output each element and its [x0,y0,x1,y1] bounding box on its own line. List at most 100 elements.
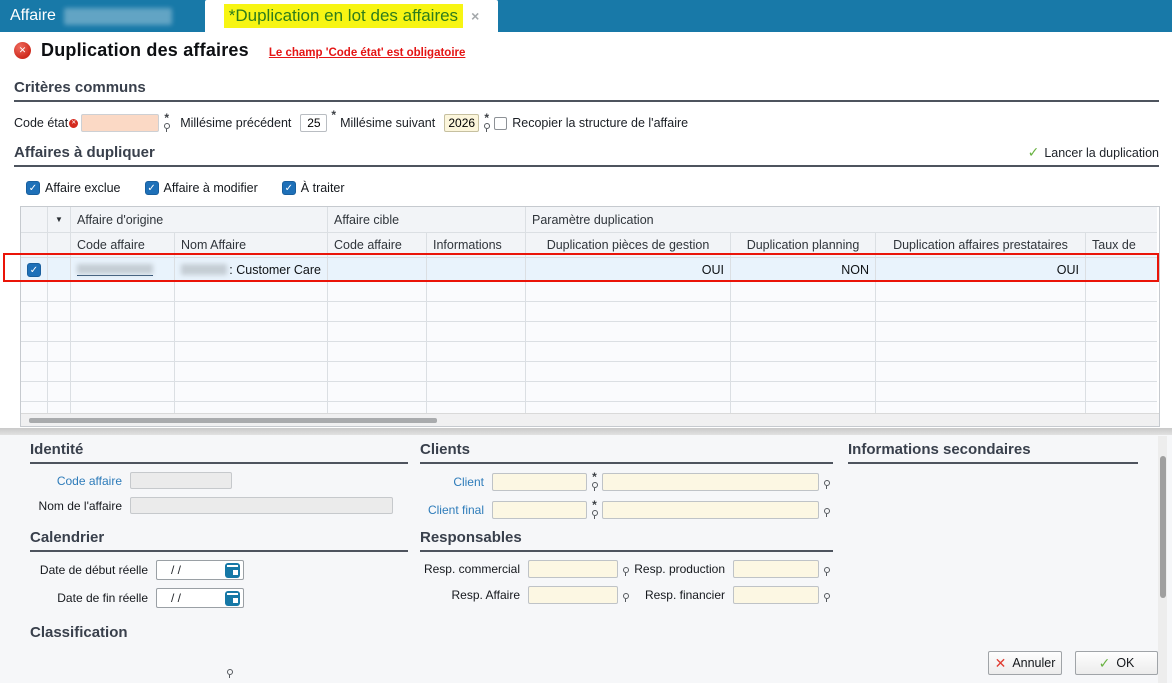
lookup-icon[interactable] [823,567,830,577]
row-select-cell[interactable]: ✓ [21,258,48,282]
empty-cell [21,402,48,413]
empty-cell [175,342,328,362]
section-identite: Identité Code affaire Nom de l'affaire [30,441,408,514]
checkbox-checked-icon[interactable]: ✓ [144,181,159,195]
code-affaire-input [130,472,232,489]
col-duplication-pieces[interactable]: Duplication pièces de gestion [526,233,731,258]
checkbox-checked-icon[interactable]: ✓ [27,262,41,277]
duplication-prestataires-cell: OUI [876,258,1086,282]
close-tab-icon[interactable]: × [471,8,480,24]
date-fin-input[interactable]: / / [156,588,244,608]
client-name-input[interactable] [602,473,819,491]
lookup-icon[interactable] [591,510,598,520]
resp-production-input[interactable] [733,560,819,578]
required-star: * [592,470,597,484]
redacted-code-affaire-link[interactable] [77,263,153,276]
table-empty-row [21,302,1159,322]
col-duplication-prestataires[interactable]: Duplication affaires prestataires [876,233,1086,258]
client-code-input[interactable] [492,473,587,491]
tab-duplication-active[interactable]: *Duplication en lot des affaires × [205,0,498,32]
lookup-icon[interactable] [823,508,830,518]
client-final-label[interactable]: Client final [427,503,484,517]
code-affaire-label[interactable]: Code affaire [56,473,122,488]
validation-error-link[interactable]: Le champ 'Code état' est obligatoire [268,46,466,59]
filter-affaire-exclue[interactable]: ✓ Affaire exclue [26,181,121,195]
empty-cell [876,362,1086,382]
lookup-icon[interactable] [823,593,830,603]
calendar-icon[interactable] [225,562,240,578]
client-final-name-input[interactable] [602,501,819,519]
empty-cell [526,322,731,342]
empty-cell [876,322,1086,342]
informations-cell [427,258,526,282]
empty-cell [427,362,526,382]
redacted-text [181,264,228,275]
horizontal-scrollbar[interactable] [21,413,1159,426]
table-row-selected[interactable]: ✓ : Customer Care OUI NON OUI [21,258,1159,282]
empty-cell [21,322,48,342]
empty-cell [427,382,526,402]
required-star: * [164,111,170,125]
filter-column-header[interactable]: ▼ [48,207,71,233]
client-label[interactable]: Client [453,475,484,489]
empty-cell [1086,282,1157,302]
empty-cell [71,322,175,342]
vertical-scrollbar[interactable] [1158,436,1167,683]
tab-affaire[interactable]: Affaire [0,0,205,32]
client-final-code-input[interactable] [492,501,587,519]
nom-affaire-cell: : Customer Care [175,258,328,282]
recopier-checkbox[interactable] [494,116,508,130]
calendar-icon[interactable] [225,590,240,606]
ok-button[interactable]: ✓ OK [1075,651,1158,675]
tab-bar: Affaire *Duplication en lot des affaires… [0,0,1172,32]
empty-cell [48,342,71,362]
lookup-icon[interactable] [483,123,491,133]
nom-affaire-input [130,497,393,514]
resp-financier-input[interactable] [733,586,819,604]
col-nom-affaire[interactable]: Nom Affaire [175,233,328,258]
section-classification: Classification [30,624,408,641]
responsables-row-1: Resp. commercial Resp. production [420,560,833,578]
nom-affaire-text: : Customer Care [229,262,321,277]
filter-affaire-a-modifier[interactable]: ✓ Affaire à modifier [144,181,258,195]
col-informations[interactable]: Informations [427,233,526,258]
checkbox-checked-icon[interactable]: ✓ [26,181,40,195]
col-code-affaire-origine[interactable]: Code affaire [71,233,175,258]
empty-cell [1086,342,1157,362]
ok-check-icon: ✓ [1098,654,1111,671]
lookup-icon[interactable] [226,669,233,679]
cancel-button[interactable]: ✕ Annuler [988,651,1062,675]
lookup-icon[interactable] [823,480,830,490]
vertical-scrollbar-thumb[interactable] [1159,456,1166,598]
lancer-duplication-link[interactable]: ✓ Lancer la duplication [1028,144,1159,161]
table-empty-row [21,362,1159,382]
col-taux-de[interactable]: Taux de [1086,233,1157,258]
empty-cell [731,322,876,342]
empty-cell [731,382,876,402]
title-bar: ✕ Duplication des affaires Le champ 'Cod… [14,40,465,61]
resp-financier-label: Resp. financier [644,588,725,602]
error-icon: ✕ [14,42,31,59]
horizontal-scrollbar-thumb[interactable] [29,418,437,423]
code-etat-input[interactable] [81,114,160,132]
date-debut-input[interactable]: / / [156,560,244,580]
lancer-duplication-label: Lancer la duplication [1044,145,1159,160]
col-duplication-planning[interactable]: Duplication planning [731,233,876,258]
section-clients: Clients Client * Client final * [420,441,833,520]
lookup-icon[interactable] [591,482,598,492]
filter-a-traiter[interactable]: ✓ À traiter [281,181,345,195]
col-code-affaire-cible[interactable]: Code affaire [328,233,427,258]
lookup-icon[interactable] [622,567,629,577]
section-criteres-communs: Critères communs [14,79,1159,102]
millesime-suivant-input[interactable] [444,114,480,132]
panel-separator [0,428,1172,435]
millesime-precedent-input[interactable] [300,114,328,132]
lookup-icon[interactable] [163,123,171,133]
lookup-icon[interactable] [622,593,629,603]
code-affaire-cell[interactable] [71,258,175,282]
resp-commercial-input[interactable] [528,560,618,578]
checkbox-checked-icon[interactable]: ✓ [281,181,296,195]
resp-affaire-input[interactable] [528,586,618,604]
empty-cell [71,382,175,402]
date-debut-row: Date de début réelle / / [30,560,408,580]
